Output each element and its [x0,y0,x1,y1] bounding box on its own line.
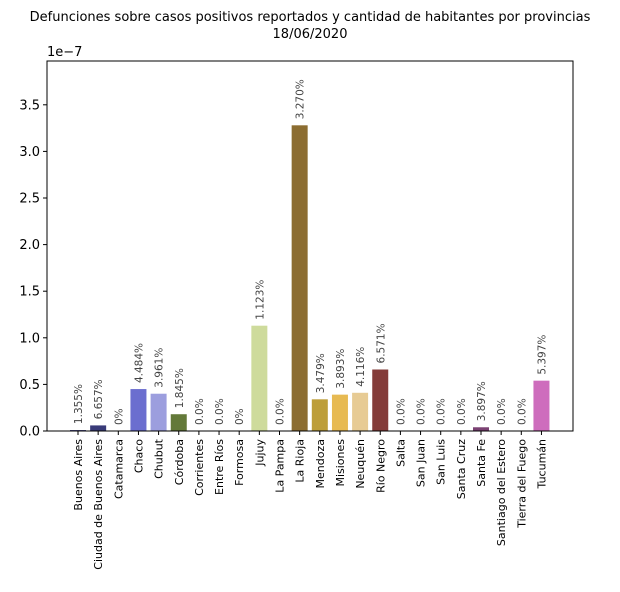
data-label: 1.123% [254,280,266,320]
bar-misiones [331,394,348,431]
data-label: 4.116% [355,347,367,387]
y-tick-label: 0.0 [19,425,40,440]
y-axis: 0.0 0.5 1.0 1.5 2.0 2.5 3.0 3.5 [19,98,47,440]
data-label: 3.961% [154,348,166,388]
x-axis: Buenos Aires Ciudad de Buenos Aires Catama… [72,431,548,570]
plot-frame [46,60,574,432]
data-label: 3.893% [335,349,347,389]
data-label: 0.0% [456,398,468,425]
data-label: 1.845% [174,368,186,408]
x-tick-label: Córdoba [173,439,186,485]
x-tick-label: Tierra del Fuego [515,439,528,529]
x-tick-label: Formosa [233,439,246,486]
data-label: 6.571% [375,323,387,363]
data-label: 0% [113,408,125,425]
bar-la-rioja [291,125,308,431]
y-tick-label: 3.0 [19,145,40,160]
data-label: 0.0% [416,398,428,425]
chart-subtitle: 18/06/2020 [273,27,348,42]
data-label: 5.397% [536,335,548,375]
data-label: 0.0% [516,398,528,425]
bar-rio-negro [372,369,389,431]
x-tick-label: San Luis [435,439,448,485]
bar-chaco [130,389,147,431]
bar-santa-fe [473,427,489,431]
x-tick-label: Tucumán [535,439,548,489]
data-label: 0.0% [275,398,287,425]
bar-ciudad-de-buenos-aires [90,425,107,431]
data-label: 6.657% [93,379,105,419]
y-tick-label: 1.0 [19,331,40,346]
data-label: 0.0% [436,398,448,425]
x-tick-label: Salta [394,439,407,467]
x-tick-label: Neuquén [354,439,367,489]
data-label: 3.270% [295,79,307,119]
data-label: 0% [234,408,246,425]
x-tick-label: Catamarca [112,439,125,499]
x-tick-label: Santa Cruz [455,439,468,499]
x-tick-label: Río Negro [374,439,387,493]
x-tick-label: Ciudad de Buenos Aires [92,439,105,570]
bar-jujuy [251,325,268,431]
data-label: 0.0% [214,398,226,425]
bar-chubut [150,393,167,431]
x-tick-label: Santa Fe [475,439,488,487]
y-tick-label: 2.0 [19,238,40,253]
x-tick-label: Jujuy [253,439,266,467]
data-label: 4.484% [133,343,145,383]
x-tick-label: Chaco [132,439,145,473]
x-tick-label: La Pampa [274,439,287,493]
y-tick-label: 2.5 [19,192,40,207]
x-tick-label: Corrientes [193,439,206,496]
x-tick-label: Buenos Aires [72,439,85,511]
data-label: 3.897% [476,381,488,421]
x-tick-label: Mendoza [314,439,327,488]
data-label: 3.479% [315,353,327,393]
data-labels: 1.355% 6.657% 0% 4.484% 3.961% 1.845% 0.0% 0.0%… [73,79,548,425]
bar-mendoza [311,399,328,431]
x-tick-label: Santiago del Estero [495,439,508,546]
data-label: 0.0% [395,398,407,425]
y-tick-label: 1.5 [19,285,40,300]
data-label: 0.0% [194,398,206,425]
x-tick-label: Chubut [153,438,166,479]
x-tick-label: La Rioja [294,439,307,483]
x-tick-label: Misiones [334,439,347,487]
y-tick-label: 0.5 [19,378,40,393]
y-tick-label: 3.5 [19,98,40,113]
x-tick-label: Entre Ríos [213,439,226,495]
data-label: 1.355% [73,384,85,424]
data-label: 0.0% [496,398,508,425]
x-tick-label: San Juan [415,439,428,487]
chart-title: Defunciones sobre casos positivos report… [30,10,591,25]
bar-cordoba [170,414,187,431]
y-scale-label: 1e−7 [47,45,82,60]
bar-neuquen [352,392,369,431]
bar-tucuman [533,380,550,431]
bars-group [70,125,550,431]
